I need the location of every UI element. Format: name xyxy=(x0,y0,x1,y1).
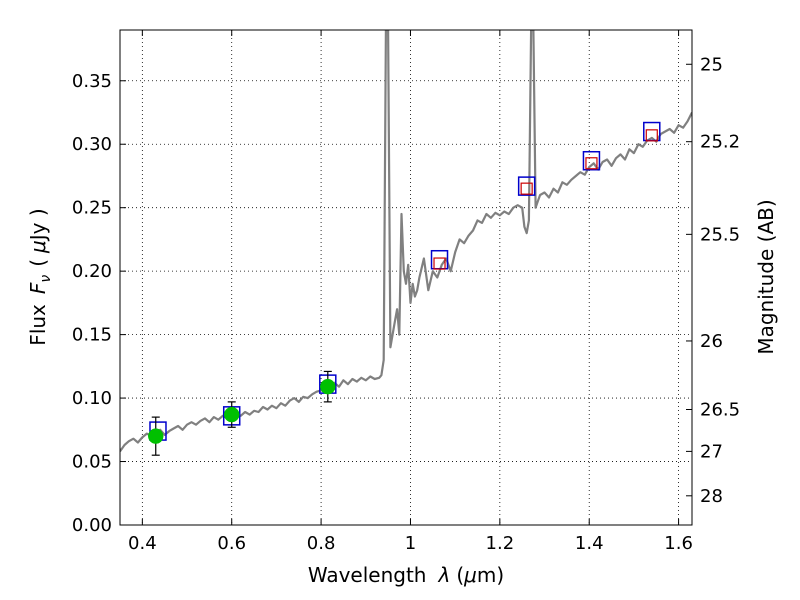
observed-point xyxy=(148,428,164,444)
y-axis-label: Flux Fν ( μJy ) xyxy=(26,208,54,345)
y-tick-label: 0.00 xyxy=(72,515,112,536)
x-axis-label-prefix: Wavelength xyxy=(308,563,427,587)
y-axis-label-symbol: F xyxy=(26,282,50,294)
plot-frame xyxy=(119,29,693,526)
x-tick-label: 1.6 xyxy=(664,533,693,554)
x-tick-label: 1.2 xyxy=(486,533,515,554)
y2-axis-label: Magnitude (AB) xyxy=(754,199,778,354)
observed-point xyxy=(223,406,240,423)
x-axis-label-unit-rest: m) xyxy=(477,563,504,587)
y2-tick-label: 25.2 xyxy=(700,132,740,153)
y2-tick-label: 26 xyxy=(700,331,723,352)
y-tick-label: 0.15 xyxy=(72,325,112,346)
x-axis-label-symbol: λ xyxy=(437,563,450,587)
x-axis-label-unit-mu: μ xyxy=(463,563,477,587)
y-tick-label: 0.05 xyxy=(72,452,112,473)
y-axis-label-unit-open: ( xyxy=(26,259,50,267)
x-axis-label: Wavelength λ (μm) xyxy=(308,563,504,587)
observed-point xyxy=(320,378,336,395)
y-tick-label: 0.20 xyxy=(72,261,112,282)
synthetic-red-square xyxy=(585,157,598,170)
x-axis-label-unit-open: ( xyxy=(456,563,464,587)
synthetic-red-square xyxy=(433,257,446,270)
y2-tick-label: 27 xyxy=(700,441,723,462)
y-axis-label-prefix: Flux xyxy=(26,304,50,346)
y-axis-label-unit-mu: μ xyxy=(26,240,50,254)
x-tick-label: 0.4 xyxy=(128,533,157,554)
axis-ticks: 0.4 0.6 0.8 1 1.2 1.4 1.6 0.00 0.05 0.10 0.15 0.20 0… xyxy=(72,30,740,554)
y-tick-label: 0.10 xyxy=(72,388,112,409)
synthetic-blue-square xyxy=(582,150,601,171)
x-tick-label: 1 xyxy=(405,533,416,554)
y-tick-label: 0.35 xyxy=(72,71,112,92)
x-tick-label: 1.4 xyxy=(575,533,604,554)
y2-tick-label: 25.5 xyxy=(700,224,740,245)
model-spectrum-line xyxy=(120,30,692,453)
synthetic-red-square xyxy=(520,182,533,195)
plot-area xyxy=(120,30,692,456)
y2-tick-label: 28 xyxy=(700,486,723,507)
y2-tick-label: 25 xyxy=(700,54,723,75)
x-tick-label: 0.6 xyxy=(217,533,246,554)
x-tick-label: 0.8 xyxy=(307,533,336,554)
synthetic-red-square xyxy=(645,129,658,142)
synthetic-blue-square xyxy=(517,176,536,196)
y-axis-label-subscript: ν xyxy=(38,275,54,283)
y-tick-label: 0.25 xyxy=(72,198,112,219)
y-axis-label-unit-rest: Jy ) xyxy=(26,208,50,242)
y-tick-label: 0.30 xyxy=(72,134,112,155)
y2-tick-label: 26.5 xyxy=(700,400,740,421)
